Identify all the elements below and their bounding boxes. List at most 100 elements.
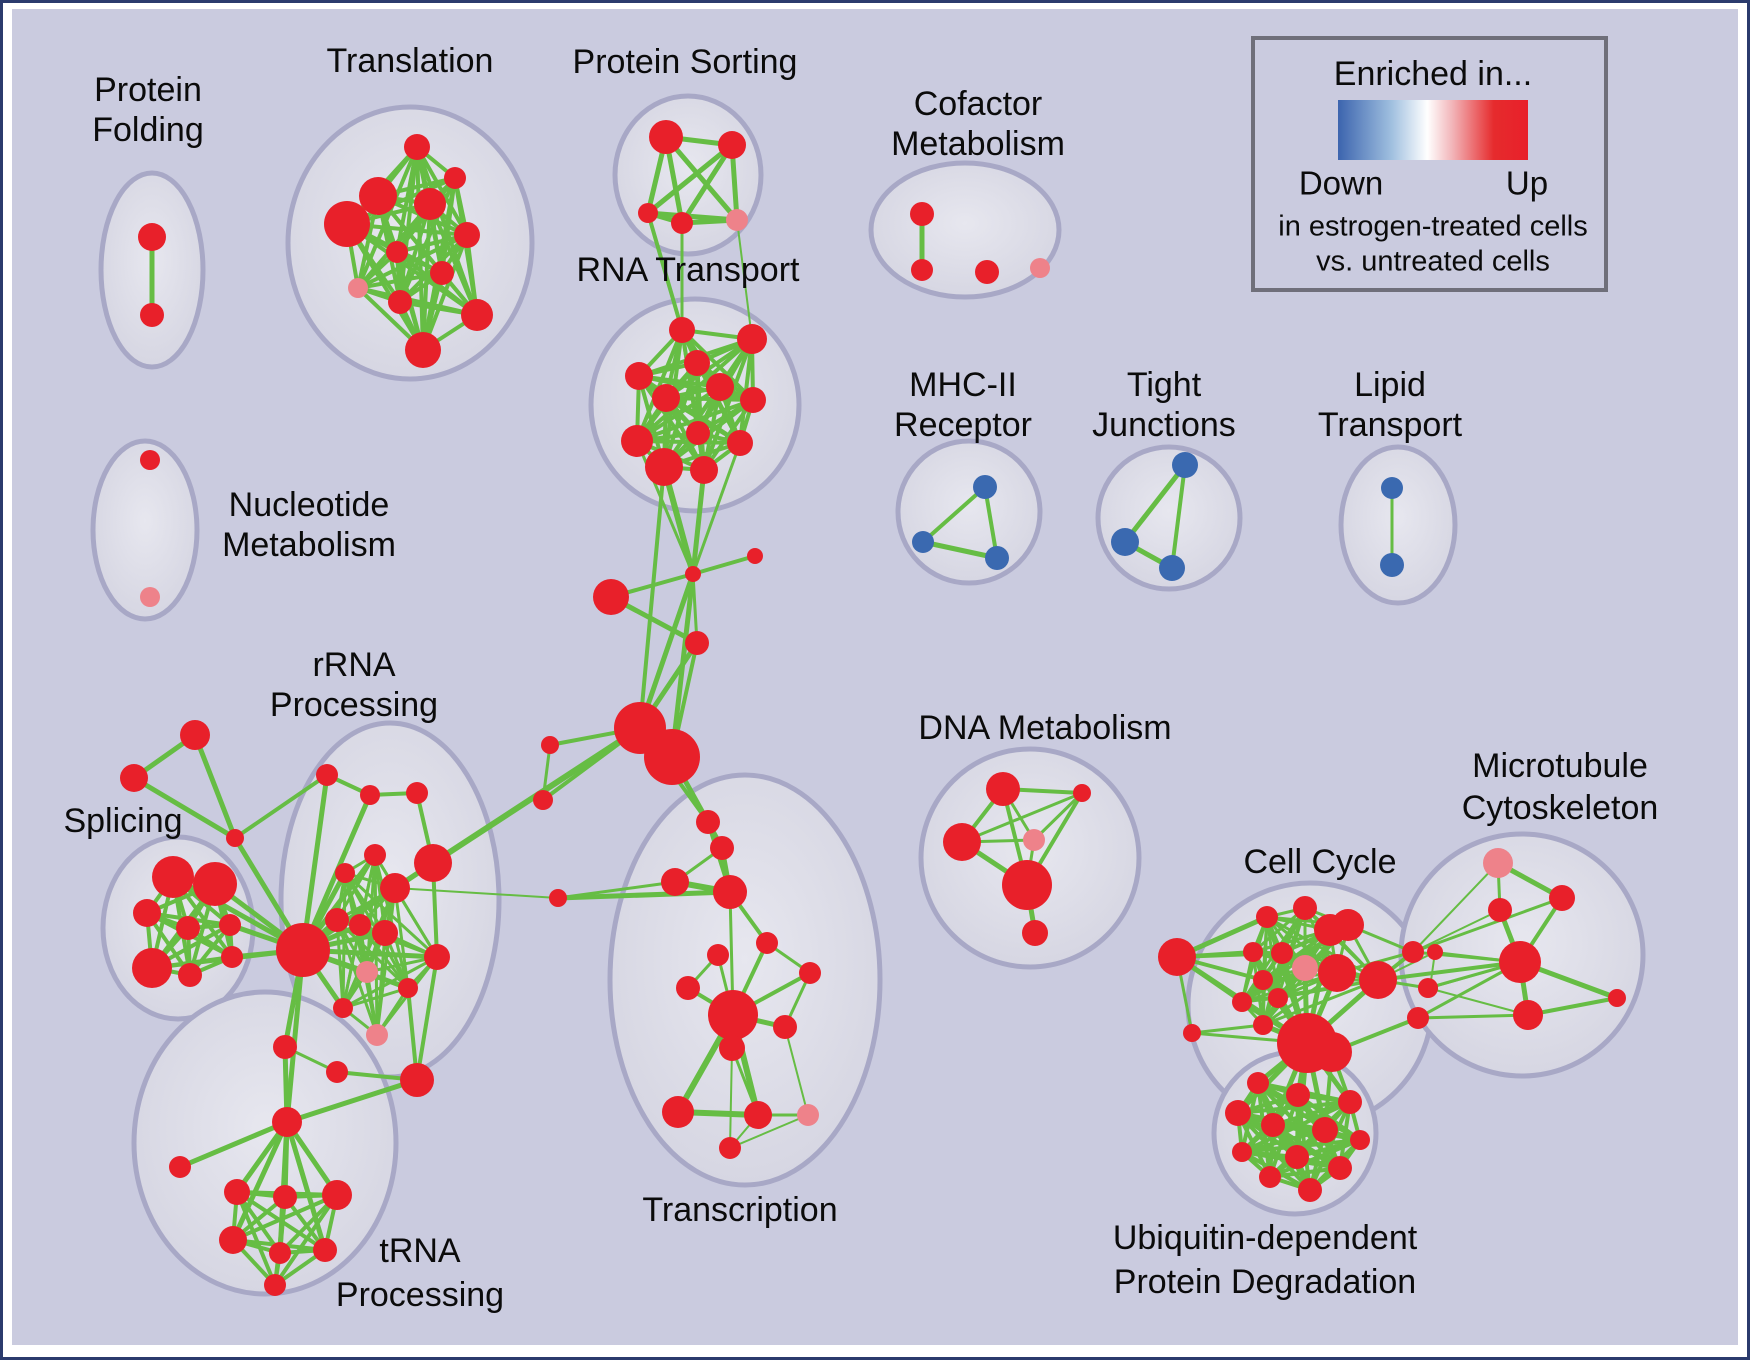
gene-set-node-s6[interactable] — [132, 948, 172, 988]
gene-set-node-t12[interactable] — [444, 167, 466, 189]
gene-set-node-t11[interactable] — [405, 332, 441, 368]
gene-set-node-a2[interactable] — [120, 764, 148, 792]
gene-set-node-rr5[interactable] — [335, 863, 355, 883]
gene-set-node-r3[interactable] — [684, 350, 710, 376]
gene-set-node-u8[interactable] — [1232, 1142, 1252, 1162]
gene-set-node-m8[interactable] — [1407, 1007, 1429, 1029]
gene-set-node-j1[interactable] — [1172, 452, 1198, 478]
gene-set-node-h3[interactable] — [322, 1180, 352, 1210]
gene-set-node-k13[interactable] — [1402, 941, 1424, 963]
gene-set-node-h7[interactable] — [264, 1274, 286, 1296]
gene-set-node-rr16[interactable] — [400, 1063, 434, 1097]
gene-set-node-u1[interactable] — [1247, 1072, 1269, 1094]
gene-set-node-x1[interactable] — [696, 810, 720, 834]
gene-set-node-t4[interactable] — [414, 188, 446, 220]
gene-set-node-l1[interactable] — [1381, 477, 1403, 499]
gene-set-node-cf2[interactable] — [911, 259, 933, 281]
gene-set-node-mp[interactable] — [1483, 848, 1513, 878]
gene-set-node-rr13[interactable] — [333, 998, 353, 1018]
gene-set-node-cf1[interactable] — [910, 202, 934, 226]
gene-set-node-k8[interactable] — [1359, 961, 1397, 999]
gene-set-node-rr10[interactable] — [372, 920, 398, 946]
gene-set-node-k1[interactable] — [1256, 906, 1278, 928]
gene-set-node-c1[interactable] — [685, 566, 701, 582]
gene-set-node-r2[interactable] — [737, 324, 767, 354]
gene-set-node-c7[interactable] — [549, 889, 567, 907]
gene-set-node-ps3[interactable] — [638, 203, 658, 223]
gene-set-node-x2[interactable] — [710, 836, 734, 860]
gene-set-node-s5[interactable] — [219, 914, 241, 936]
gene-set-node-x13[interactable] — [797, 1104, 819, 1126]
gene-set-node-u3[interactable] — [1338, 1090, 1362, 1114]
gene-set-node-ps5[interactable] — [726, 209, 748, 231]
gene-set-node-x4[interactable] — [713, 875, 747, 909]
gene-set-node-m1[interactable] — [1549, 885, 1575, 911]
gene-set-node-t2[interactable] — [359, 177, 397, 215]
gene-set-node-s3[interactable] — [133, 899, 161, 927]
gene-set-node-g2[interactable] — [644, 729, 700, 785]
gene-set-node-s7[interactable] — [178, 963, 202, 987]
gene-set-node-a3[interactable] — [226, 829, 244, 847]
gene-set-node-rr7[interactable] — [380, 873, 410, 903]
gene-set-node-rr6[interactable] — [414, 844, 452, 882]
gene-set-node-t10[interactable] — [461, 299, 493, 331]
gene-set-node-r8[interactable] — [686, 421, 710, 445]
gene-set-node-x12[interactable] — [744, 1101, 772, 1129]
gene-set-node-ps2[interactable] — [718, 131, 746, 159]
gene-set-node-x8[interactable] — [708, 990, 758, 1040]
gene-set-node-kp[interactable] — [1292, 955, 1318, 981]
gene-set-node-s8[interactable] — [221, 946, 243, 968]
gene-set-node-s1[interactable] — [152, 856, 194, 898]
gene-set-node-c6[interactable] — [533, 790, 553, 810]
gene-set-node-rr15[interactable] — [326, 1061, 348, 1083]
gene-set-node-m4[interactable] — [1513, 1000, 1543, 1030]
gene-set-node-k9[interactable] — [1253, 970, 1273, 990]
gene-set-node-r5[interactable] — [706, 373, 734, 401]
gene-set-node-d2[interactable] — [943, 823, 981, 861]
gene-set-node-rh[interactable] — [276, 923, 330, 977]
gene-set-node-rr14[interactable] — [273, 1035, 297, 1059]
gene-set-node-k2[interactable] — [1293, 896, 1317, 920]
gene-set-node-rr8[interactable] — [325, 908, 349, 932]
gene-set-node-b1[interactable] — [973, 475, 997, 499]
gene-set-node-x11[interactable] — [662, 1096, 694, 1128]
gene-set-node-cf4[interactable] — [1030, 258, 1050, 278]
gene-set-node-rr12[interactable] — [398, 978, 418, 998]
gene-set-node-d4[interactable] — [1023, 829, 1045, 851]
gene-set-node-k7[interactable] — [1318, 954, 1356, 992]
gene-set-node-rr3[interactable] — [406, 782, 428, 804]
gene-set-node-cs[interactable] — [1183, 1024, 1201, 1042]
gene-set-node-k4[interactable] — [1332, 909, 1364, 941]
gene-set-node-x3[interactable] — [661, 868, 689, 896]
gene-set-node-pf1[interactable] — [138, 223, 166, 251]
gene-set-node-x14[interactable] — [719, 1137, 741, 1159]
gene-set-node-t3[interactable] — [324, 201, 370, 247]
gene-set-node-j2[interactable] — [1111, 528, 1139, 556]
gene-set-node-r12[interactable] — [690, 456, 718, 484]
gene-set-node-r9[interactable] — [621, 425, 653, 457]
gene-set-node-rp[interactable] — [356, 961, 378, 983]
gene-set-node-t5[interactable] — [454, 222, 480, 248]
gene-set-node-d6[interactable] — [1022, 920, 1048, 946]
gene-set-node-cf3[interactable] — [975, 260, 999, 284]
gene-set-node-m6[interactable] — [1427, 944, 1443, 960]
gene-set-node-r4[interactable] — [625, 362, 653, 390]
gene-set-node-m2[interactable] — [1488, 898, 1512, 922]
gene-set-node-c5[interactable] — [541, 736, 559, 754]
gene-set-node-h2[interactable] — [273, 1185, 297, 1209]
gene-set-node-r11[interactable] — [645, 448, 683, 486]
gene-set-node-rp2[interactable] — [366, 1024, 388, 1046]
gene-set-node-n1[interactable] — [140, 450, 160, 470]
gene-set-node-ti[interactable] — [169, 1156, 191, 1178]
gene-set-node-c4[interactable] — [685, 631, 709, 655]
gene-set-node-b2[interactable] — [912, 531, 934, 553]
gene-set-node-rr2[interactable] — [360, 785, 380, 805]
gene-set-node-t1[interactable] — [404, 134, 430, 160]
gene-set-node-x10[interactable] — [719, 1035, 745, 1061]
gene-set-node-c2[interactable] — [747, 548, 763, 564]
gene-set-node-cb[interactable] — [1158, 938, 1196, 976]
gene-set-node-j3[interactable] — [1159, 555, 1185, 581]
gene-set-node-n2[interactable] — [140, 587, 160, 607]
gene-set-node-b3[interactable] — [985, 546, 1009, 570]
gene-set-node-t6[interactable] — [386, 241, 408, 263]
